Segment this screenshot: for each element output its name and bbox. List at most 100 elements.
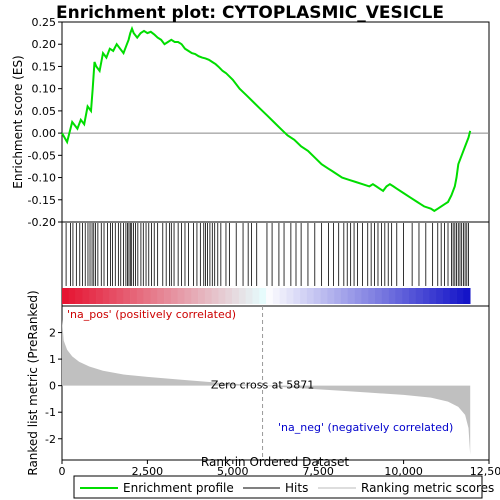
color-bar-segment xyxy=(109,288,117,304)
es-ytick-label: -0.10 xyxy=(28,172,56,185)
color-bar-segment xyxy=(96,288,104,304)
color-bar-segment xyxy=(259,288,267,304)
color-bar-segment xyxy=(286,288,294,304)
metric-panel: -2 -1 0 1 2 Zero cross at 5871 'na_pos' (pos… xyxy=(26,290,500,478)
hits-panel xyxy=(61,221,490,307)
color-bar-segment xyxy=(184,288,192,304)
es-ytick-label: 0.05 xyxy=(32,105,57,118)
color-bar-segment xyxy=(68,288,76,304)
color-bar-segment xyxy=(143,288,151,304)
x-tick-label: 2,500 xyxy=(132,465,164,478)
metric-yticks: -2 -1 0 1 2 xyxy=(45,327,62,446)
color-bar-segment xyxy=(463,288,471,304)
es-ytick-label: 0.00 xyxy=(32,127,57,140)
es-yticks: -0.20 -0.15 -0.10 -0.05 0.00 0.05 0.10 0.15 0.20… xyxy=(28,16,62,229)
color-bar-segment xyxy=(150,288,158,304)
es-ytick-label: -0.20 xyxy=(28,216,56,229)
metric-ylabel: Ranked list metric (PreRanked) xyxy=(26,290,40,475)
color-bar-segment xyxy=(204,288,212,304)
color-bar-segment xyxy=(232,288,240,304)
color-bar-segment xyxy=(388,288,396,304)
color-bar-segment xyxy=(177,288,185,304)
x-axis-label: Rank in Ordered Dataset xyxy=(201,455,349,469)
x-tick-label: 7,500 xyxy=(302,465,334,478)
metric-ytick-label: 2 xyxy=(49,327,56,340)
chart-title: Enrichment plot: CYTOPLASMIC_VESICLE xyxy=(56,3,444,23)
color-bar-segment xyxy=(164,288,172,304)
color-bar-segment xyxy=(374,288,383,304)
legend-box xyxy=(73,475,483,499)
x-tick-label: 5,000 xyxy=(217,465,249,478)
color-bar-segment xyxy=(327,288,335,304)
color-bar-segment xyxy=(252,288,260,304)
color-bar-segment xyxy=(272,288,281,304)
color-bar-segment xyxy=(442,288,451,304)
color-bar-segment xyxy=(211,288,219,304)
legend-item-metric: Ranking metric scores xyxy=(361,481,494,495)
color-bar-segment xyxy=(422,288,430,304)
x-ticks: 0 2,500 5,000 7,500 10,000 12,500 xyxy=(59,460,500,478)
color-bar-segment xyxy=(130,288,138,304)
color-bar-segment xyxy=(402,288,410,304)
rank-color-bar xyxy=(62,288,471,304)
color-bar-segment xyxy=(368,288,376,304)
color-bar-segment xyxy=(238,288,246,304)
color-bar-segment xyxy=(381,288,389,304)
color-bar-segment xyxy=(347,288,355,304)
metric-ytick-label: 0 xyxy=(49,380,56,393)
es-panel: -0.20 -0.15 -0.10 -0.05 0.00 0.05 0.10 0.15 0.20… xyxy=(11,16,490,229)
color-bar-segment xyxy=(191,288,199,304)
color-bar-segment xyxy=(306,288,315,304)
es-ylabel: Enrichment score (ES) xyxy=(11,55,25,188)
color-bar-segment xyxy=(279,288,287,304)
color-bar-segment xyxy=(225,288,233,304)
color-bar-segment xyxy=(415,288,423,304)
es-plot-frame xyxy=(61,21,490,223)
color-bar-segment xyxy=(449,288,457,304)
color-bar-segment xyxy=(334,288,342,304)
color-bar-segment xyxy=(395,288,403,304)
es-profile-line xyxy=(61,25,472,213)
hit-lines xyxy=(65,223,469,286)
metric-ytick-label: -1 xyxy=(45,406,56,419)
x-tick-label: 12,500 xyxy=(470,465,500,478)
es-ytick-label: -0.05 xyxy=(28,149,56,162)
color-bar-segment xyxy=(340,288,349,304)
legend-item-hits: Hits xyxy=(285,481,308,495)
color-bar-segment xyxy=(218,288,226,304)
pos-label: 'na_pos' (positively correlated) xyxy=(67,308,236,321)
color-bar-segment xyxy=(300,288,308,304)
zero-cross-label: Zero cross at 5871 xyxy=(211,379,314,392)
legend: Enrichment profile Hits Ranking metric s… xyxy=(73,475,494,499)
es-ytick-label: 0.25 xyxy=(32,16,57,29)
color-bar-segment xyxy=(408,288,417,304)
metric-area xyxy=(62,319,471,455)
color-bar-segment xyxy=(89,288,97,304)
color-bar-segment xyxy=(82,288,90,304)
metric-ytick-label: -2 xyxy=(45,433,56,446)
color-bar-segment xyxy=(198,288,206,304)
color-bar-segment xyxy=(170,288,178,304)
color-bar-segment xyxy=(429,288,437,304)
color-bar-segment xyxy=(116,288,124,304)
color-bar-segment xyxy=(245,288,253,304)
metric-ytick-label: 1 xyxy=(49,353,56,366)
color-bar-segment xyxy=(157,288,165,304)
neg-label: 'na_neg' (negatively correlated) xyxy=(278,421,453,434)
color-bar-segment xyxy=(320,288,328,304)
x-tick-label: 10,000 xyxy=(384,465,423,478)
es-ytick-label: -0.15 xyxy=(28,194,56,207)
color-bar-segment xyxy=(361,288,369,304)
color-bar-segment xyxy=(266,288,274,304)
color-bar-segment xyxy=(123,288,131,304)
color-bar-segment xyxy=(354,288,362,304)
color-bar-segment xyxy=(313,288,321,304)
color-bar-segment xyxy=(456,288,464,304)
x-tick-label: 0 xyxy=(59,465,66,478)
color-bar-segment xyxy=(62,288,70,304)
color-bar-segment xyxy=(136,288,144,304)
legend-item-es: Enrichment profile xyxy=(123,481,234,495)
es-ytick-label: 0.10 xyxy=(32,83,57,96)
color-bar-segment xyxy=(436,288,444,304)
